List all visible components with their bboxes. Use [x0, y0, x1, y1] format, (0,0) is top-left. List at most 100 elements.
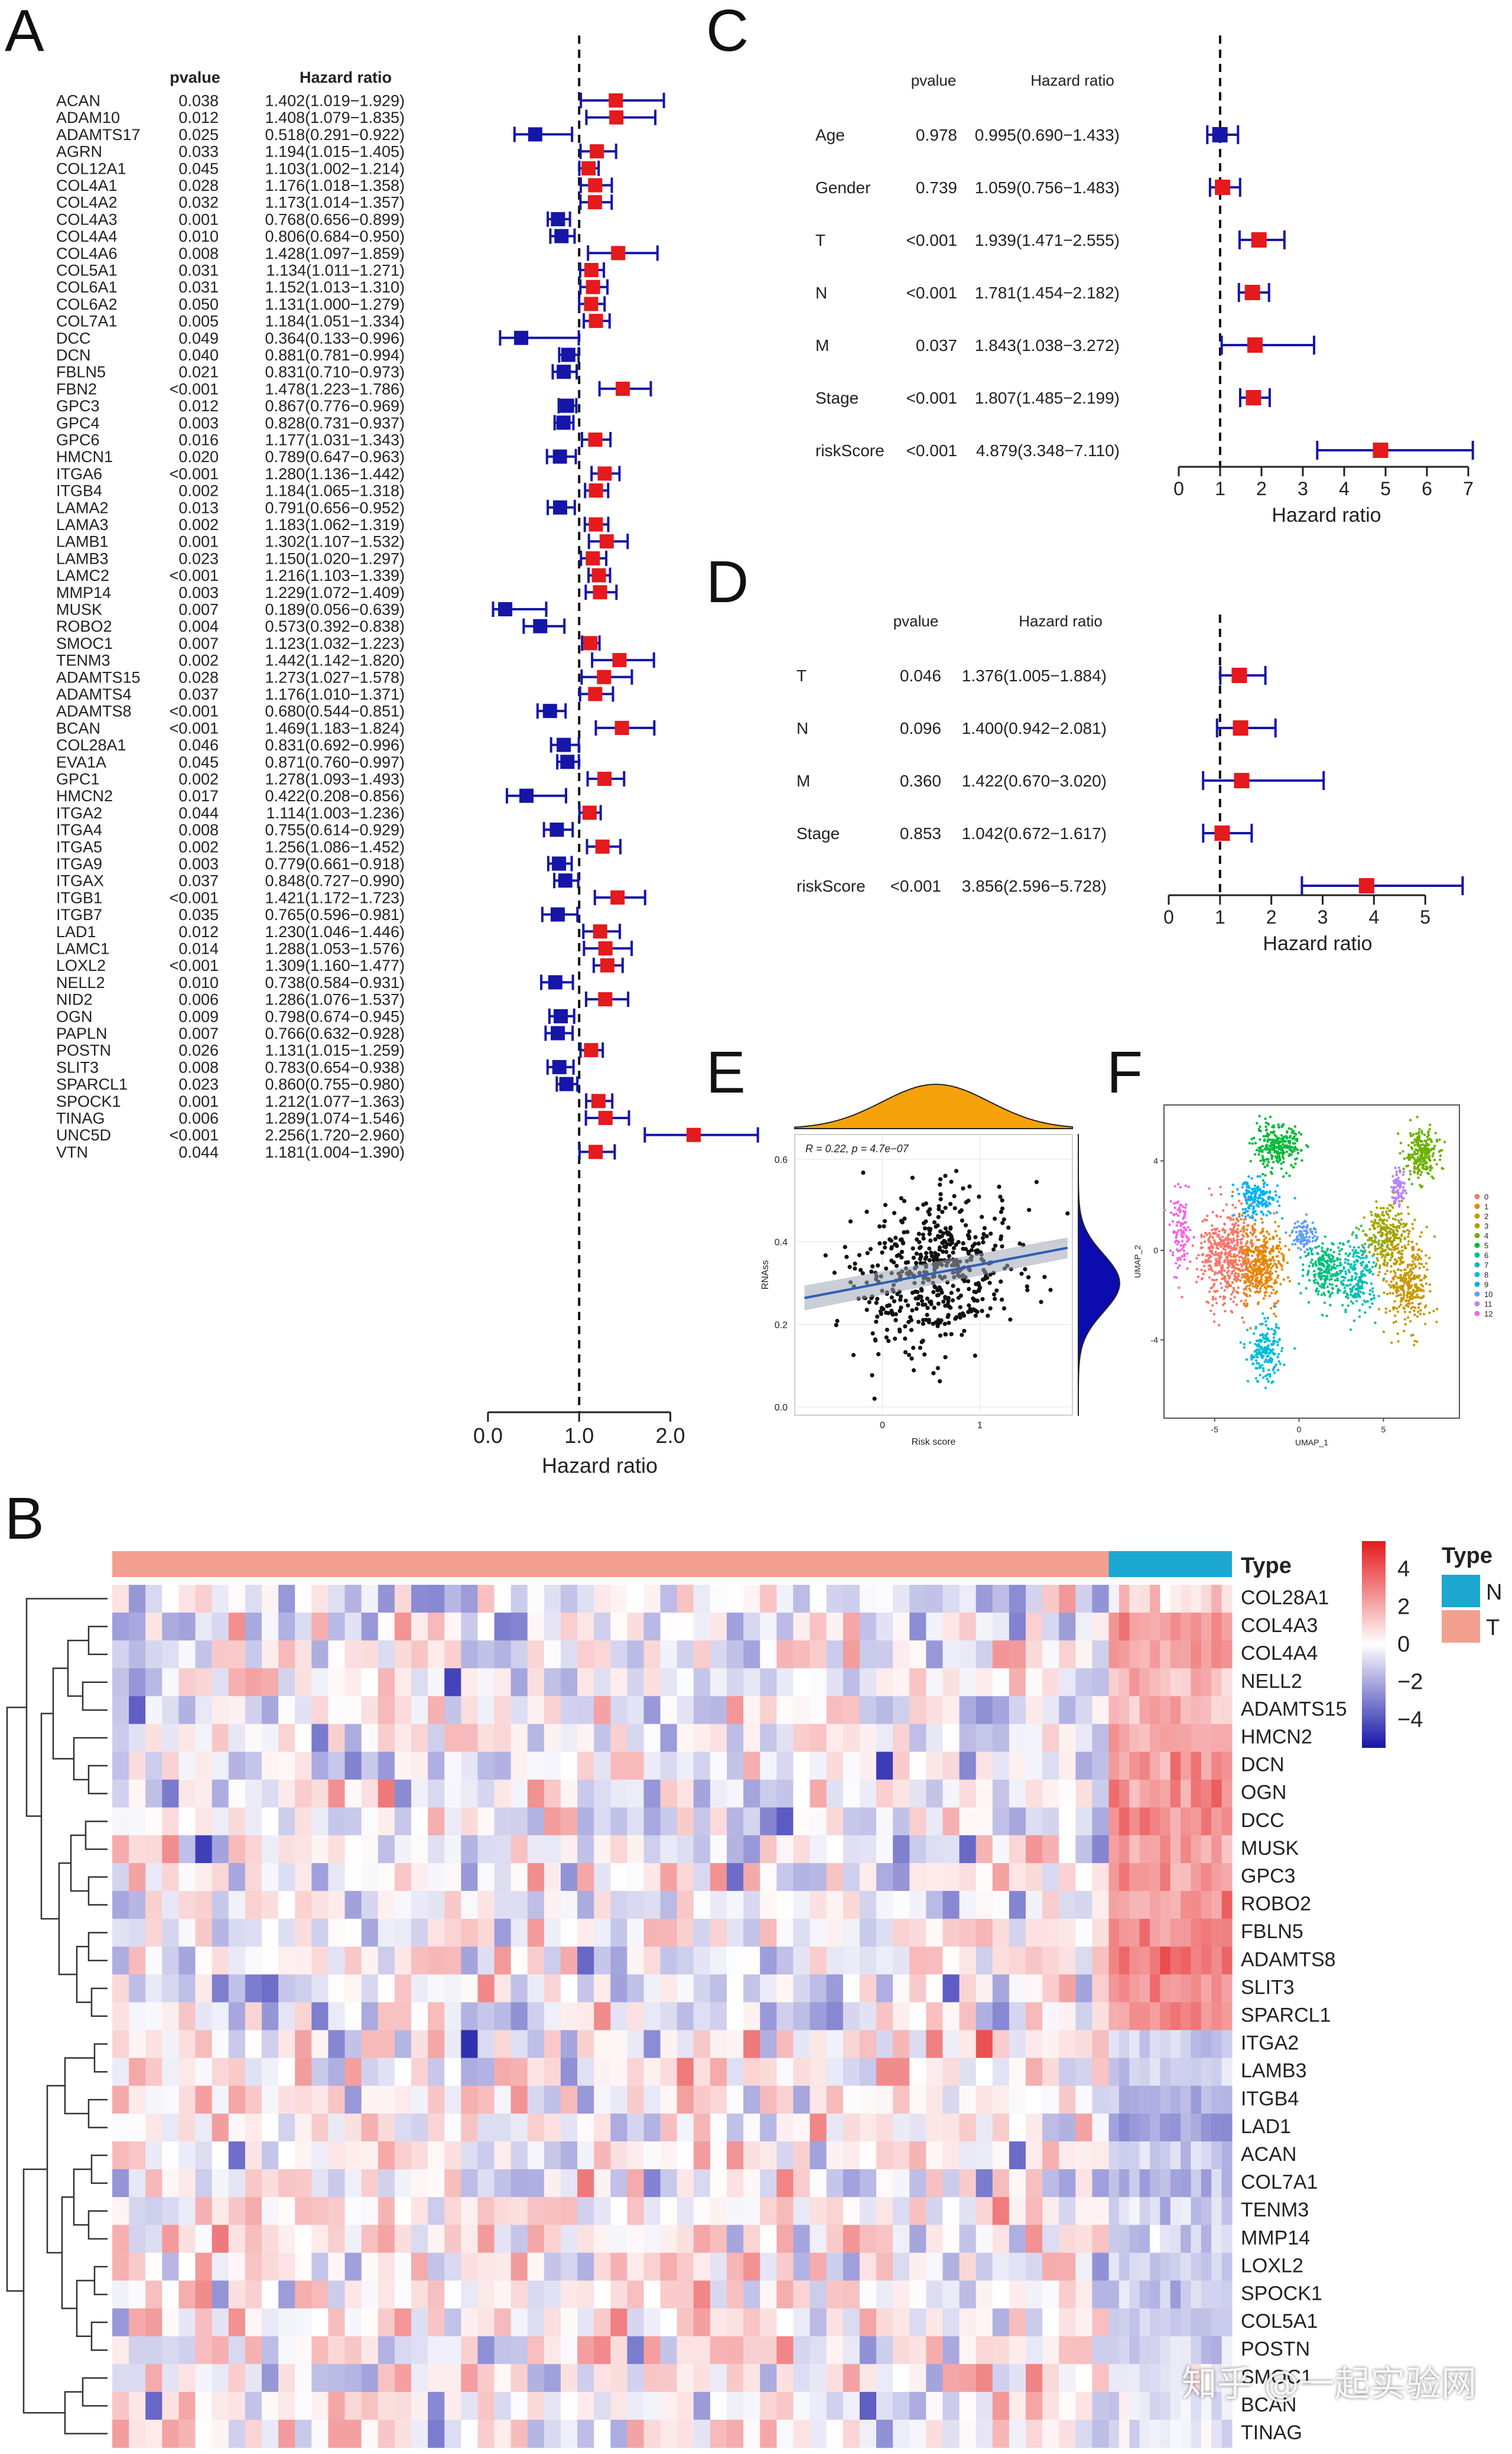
cell-point [1375, 1263, 1378, 1266]
cell-point [1267, 1161, 1270, 1163]
heatmap-cell [710, 1613, 727, 1641]
cell-point [1355, 1226, 1358, 1230]
cell-point [1263, 1346, 1267, 1349]
cell-point [1254, 1263, 1257, 1266]
cell-point [1327, 1255, 1330, 1258]
cell-point [1392, 1230, 1395, 1233]
heatmap-cell [544, 1779, 561, 1808]
heatmap-cell [278, 1640, 295, 1669]
cell-point [1419, 1162, 1422, 1166]
cell-point [1305, 1254, 1308, 1258]
cell-point [1259, 1287, 1262, 1290]
row-pvalue: 0.002 [178, 482, 219, 500]
heatmap-cell [145, 1585, 162, 1613]
data-point [943, 1355, 948, 1360]
cell-point [1246, 1328, 1249, 1331]
data-point [879, 1305, 884, 1311]
cell-point [1274, 1190, 1277, 1193]
heatmap-cell [992, 1863, 1010, 1891]
cell-point [1253, 1267, 1257, 1271]
cell-point [1280, 1267, 1284, 1271]
cell-point [1254, 1279, 1257, 1282]
row-hazard-ratio: 1.212(1.077−1.363) [265, 1093, 405, 1110]
heatmap-cell [178, 1891, 196, 1919]
heatmap-cell [129, 1696, 146, 1725]
data-point [941, 1299, 946, 1304]
heatmap-cell [361, 1640, 379, 1669]
cell-point [1266, 1204, 1270, 1207]
heatmap-cell [627, 1779, 645, 1808]
cell-point [1380, 1219, 1383, 1222]
data-point [921, 1221, 926, 1226]
data-point [955, 1288, 961, 1292]
row-label: riskScore [796, 877, 866, 895]
cell-point [1423, 1133, 1426, 1136]
cell-point [1254, 1228, 1257, 1231]
cell-point [1313, 1234, 1316, 1238]
cell-point [1181, 1223, 1185, 1226]
data-point [941, 1231, 946, 1236]
cell-point [1395, 1283, 1398, 1286]
cell-point [1316, 1252, 1319, 1254]
cell-point [1214, 1297, 1217, 1301]
heatmap-cell [1181, 1668, 1192, 1696]
heatmap-cell [1160, 1779, 1171, 1808]
heatmap-cell [278, 1724, 295, 1753]
heatmap-cell [760, 1640, 777, 1669]
heatmap-cell [1108, 1779, 1120, 1808]
data-point [980, 1296, 985, 1302]
heatmap-cell [361, 1668, 379, 1696]
cell-point [1259, 1334, 1262, 1337]
heatmap-cell [793, 1696, 811, 1725]
cell-point [1267, 1210, 1270, 1213]
data-point [935, 1366, 940, 1370]
cell-point [1421, 1160, 1424, 1163]
data-point [972, 1298, 977, 1302]
heatmap-cell [1191, 1668, 1202, 1696]
heatmap-cell [760, 1891, 777, 1919]
heatmap-cell [1092, 1585, 1110, 1613]
cell-point [1384, 1253, 1388, 1256]
x-axis-label: UMAP_1 [1295, 1438, 1328, 1447]
cell-point [1400, 1233, 1403, 1236]
cell-point [1390, 1341, 1393, 1344]
cell-point [1403, 1277, 1406, 1280]
heatmap-cell [394, 1613, 412, 1641]
heatmap-cell [1150, 1613, 1161, 1641]
cell-point [1423, 1154, 1427, 1157]
cell-point [1223, 1260, 1226, 1264]
cell-point [1355, 1254, 1358, 1257]
data-point [938, 1176, 943, 1182]
hazard-ratio-marker [581, 161, 596, 175]
cell-point [1236, 1254, 1239, 1257]
cell-point [1295, 1157, 1299, 1160]
hazard-ratio-marker [584, 1043, 599, 1058]
data-point [889, 1245, 894, 1250]
cell-point [1243, 1302, 1246, 1305]
cell-point [1306, 1273, 1309, 1276]
cell-point [1404, 1192, 1408, 1195]
cell-point [1397, 1212, 1400, 1215]
hazard-ratio-marker [1251, 232, 1267, 248]
cell-point [1250, 1177, 1253, 1180]
cell-point [1326, 1262, 1329, 1265]
heatmap-cell [162, 1696, 180, 1725]
row-pvalue: 0.046 [900, 667, 941, 685]
cell-point [1250, 1266, 1253, 1270]
row-pvalue: 0.012 [178, 397, 219, 415]
row-hazard-ratio: 3.856(2.596−5.728) [962, 877, 1107, 895]
cell-point [1258, 1114, 1261, 1118]
heatmap-cell [344, 1863, 362, 1891]
heatmap-cell [959, 1835, 977, 1864]
cell-point [1270, 1172, 1274, 1175]
hazard-ratio-marker [551, 1026, 565, 1041]
cell-point [1171, 1220, 1175, 1223]
heatmap-cell [261, 1613, 279, 1641]
hazard-ratio-marker [557, 365, 571, 379]
cell-point [1395, 1307, 1399, 1310]
heatmap-cell [577, 1613, 594, 1641]
heatmap-cell [1160, 1585, 1171, 1613]
heatmap-cell [643, 1640, 661, 1669]
cell-point [1337, 1246, 1340, 1249]
row-hazard-ratio: 1.256(1.086−1.452) [265, 838, 405, 856]
